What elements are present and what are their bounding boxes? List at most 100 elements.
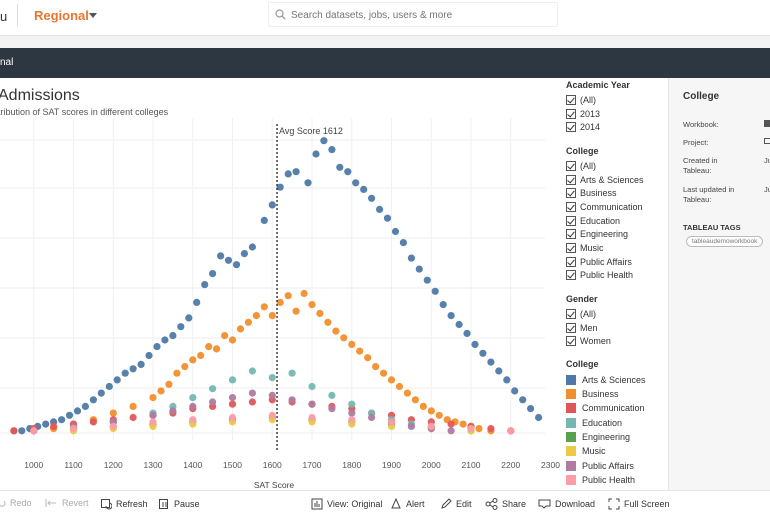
- checkbox[interactable]: [566, 122, 576, 133]
- college-filter-option[interactable]: Engineering: [566, 228, 666, 242]
- option-label: Public Health: [580, 270, 634, 281]
- search-icon: [275, 9, 286, 20]
- checkbox[interactable]: [566, 94, 576, 105]
- workbook-icon[interactable]: [764, 120, 770, 127]
- data-point: [308, 413, 316, 422]
- share-button[interactable]: Share: [485, 498, 526, 510]
- college-filter-option[interactable]: (All): [566, 159, 666, 173]
- viz-subtitle: tribution of SAT scores in different col…: [0, 107, 169, 117]
- data-point: [50, 422, 58, 430]
- college-filter-option[interactable]: Business: [566, 186, 666, 200]
- checkbox[interactable]: [566, 270, 576, 281]
- data-point: [165, 380, 173, 388]
- year-filter-option[interactable]: 2013: [566, 107, 666, 121]
- data-point: [403, 389, 411, 397]
- data-point: [292, 168, 300, 176]
- legend-item[interactable]: Communication: [566, 401, 666, 415]
- scatter-chart[interactable]: Avg Score 161200100011001200130014001500…: [0, 78, 560, 490]
- data-point: [447, 420, 455, 428]
- data-point: [18, 427, 26, 435]
- checkbox[interactable]: [566, 188, 576, 199]
- data-point: [153, 343, 161, 351]
- college-filter-option[interactable]: Arts & Sciences: [566, 173, 666, 187]
- legend-item[interactable]: Education: [566, 415, 666, 429]
- legend-item[interactable]: Music: [566, 444, 666, 458]
- legend-label: Music: [582, 446, 606, 457]
- legend-item[interactable]: Public Health: [566, 473, 666, 487]
- breadcrumb-label[interactable]: nal: [0, 57, 14, 68]
- legend-item[interactable]: Arts & Sciences: [566, 372, 666, 386]
- data-point: [169, 332, 177, 340]
- data-point: [308, 301, 316, 309]
- data-point: [328, 391, 336, 399]
- data-point: [383, 214, 392, 222]
- checkbox[interactable]: [566, 108, 576, 119]
- tag-chip[interactable]: tableaudemoworkbook: [686, 236, 764, 247]
- checkbox[interactable]: [566, 160, 576, 171]
- site-switcher[interactable]: Regional: [34, 8, 89, 23]
- college-filter-option[interactable]: Public Health: [566, 269, 666, 283]
- option-label: Education: [580, 215, 621, 226]
- data-point: [316, 309, 324, 317]
- option-label: (All): [580, 309, 596, 320]
- legend-label: Business: [582, 388, 619, 399]
- fullscreen-button[interactable]: Full Screen: [608, 498, 670, 510]
- checkbox[interactable]: [566, 201, 576, 212]
- site-menu-label[interactable]: u: [0, 9, 8, 24]
- legend-item[interactable]: Engineering: [566, 430, 666, 444]
- college-filter-option[interactable]: Music: [566, 241, 666, 255]
- checkbox[interactable]: [566, 174, 576, 185]
- download-icon: [538, 499, 551, 509]
- option-label: (All): [580, 94, 596, 105]
- download-button[interactable]: Download: [538, 498, 595, 510]
- college-filter-option[interactable]: Education: [566, 214, 666, 228]
- checkbox[interactable]: [566, 215, 576, 226]
- data-point: [248, 389, 256, 397]
- refresh-button[interactable]: Refresh: [100, 498, 148, 510]
- data-point: [284, 170, 292, 178]
- data-point: [193, 298, 201, 306]
- gender-filter-option[interactable]: Women: [566, 335, 666, 349]
- legend-swatch: [566, 403, 576, 414]
- legend-item[interactable]: Public Affairs: [566, 459, 666, 473]
- pause-button[interactable]: Pause: [158, 498, 200, 510]
- data-point: [419, 402, 427, 410]
- data-point: [105, 382, 113, 391]
- option-label: Men: [580, 322, 598, 333]
- checkbox[interactable]: [566, 243, 576, 254]
- gender-filter-option[interactable]: Men: [566, 321, 666, 335]
- gender-filter-option[interactable]: (All): [566, 307, 666, 321]
- checkbox[interactable]: [566, 229, 576, 240]
- edit-button[interactable]: Edit: [440, 498, 472, 510]
- data-point: [209, 270, 217, 278]
- data-point: [244, 318, 252, 326]
- revert-button[interactable]: Revert: [44, 498, 89, 508]
- checkbox[interactable]: [566, 322, 576, 333]
- redo-button[interactable]: Redo: [0, 498, 32, 508]
- checkbox[interactable]: [566, 309, 576, 320]
- year-filter-option[interactable]: 2014: [566, 120, 666, 134]
- chevron-down-icon[interactable]: [89, 13, 97, 18]
- search-input[interactable]: [291, 7, 551, 23]
- option-label: Engineering: [580, 229, 629, 240]
- checkbox[interactable]: [566, 336, 576, 347]
- view-original-button[interactable]: View: Original: [311, 498, 382, 510]
- data-point: [69, 425, 78, 433]
- data-point: [42, 420, 50, 428]
- college-filter-option[interactable]: Public Affairs: [566, 255, 666, 269]
- option-label: 2014: [580, 122, 601, 133]
- alert-button[interactable]: Alert: [390, 498, 425, 510]
- legend-swatch: [566, 475, 576, 486]
- share-label: Share: [502, 499, 527, 509]
- checkbox[interactable]: [566, 256, 576, 267]
- year-filter-option[interactable]: (All): [566, 93, 666, 107]
- search-box[interactable]: [268, 2, 558, 27]
- data-point: [300, 289, 308, 298]
- data-point: [224, 256, 233, 264]
- folder-icon[interactable]: [764, 138, 770, 144]
- data-point: [288, 396, 296, 404]
- data-point: [368, 413, 376, 422]
- legend-item[interactable]: Business: [566, 387, 666, 401]
- data-point: [447, 427, 455, 435]
- college-filter-option[interactable]: Communication: [566, 200, 666, 214]
